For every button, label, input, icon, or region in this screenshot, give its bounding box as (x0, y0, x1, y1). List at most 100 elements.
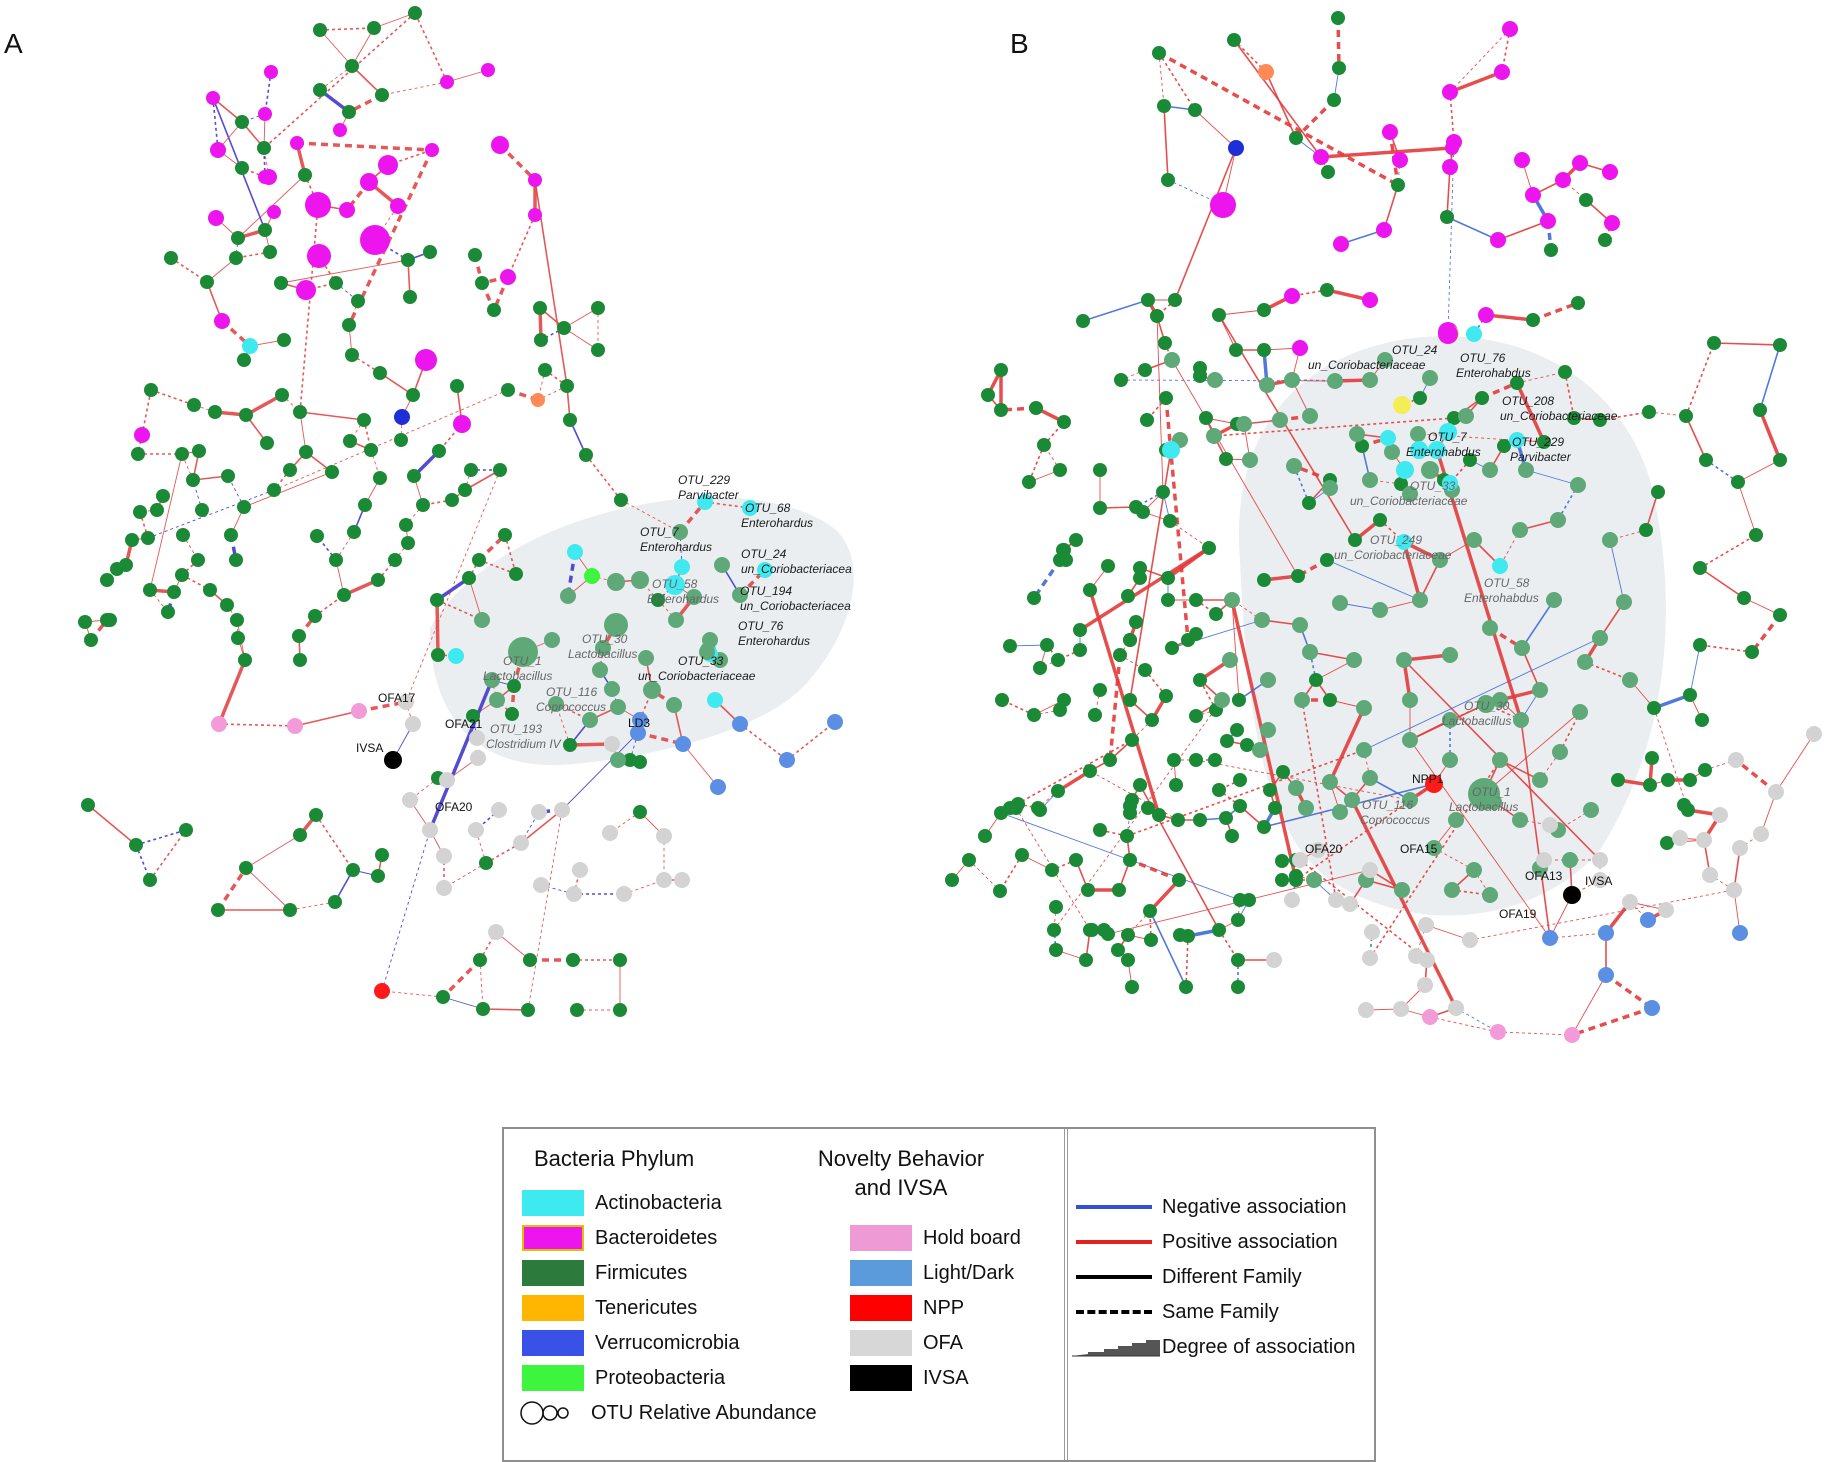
network-node[interactable] (375, 848, 389, 862)
network-node[interactable] (1156, 485, 1170, 499)
network-node[interactable] (416, 498, 430, 512)
network-node[interactable] (436, 990, 450, 1004)
network-node[interactable] (1753, 403, 1767, 417)
network-node[interactable] (1111, 943, 1125, 957)
network-node[interactable] (1702, 867, 1718, 883)
network-node[interactable] (1123, 633, 1137, 647)
network-node[interactable] (1150, 309, 1164, 323)
network-node[interactable] (1294, 692, 1310, 708)
network-node[interactable] (1313, 149, 1329, 165)
network-node[interactable] (1232, 693, 1246, 707)
network-node[interactable] (1492, 692, 1508, 708)
network-node[interactable] (345, 348, 359, 362)
network-node[interactable] (298, 168, 312, 182)
network-node[interactable] (1647, 701, 1661, 715)
network-node[interactable] (1412, 592, 1428, 608)
network-node[interactable] (1143, 904, 1157, 918)
network-node[interactable] (1526, 313, 1540, 327)
network-node[interactable] (566, 953, 580, 967)
network-node[interactable] (371, 573, 385, 587)
network-node[interactable] (1144, 933, 1158, 947)
network-node[interactable] (1284, 288, 1300, 304)
network-node[interactable] (1138, 363, 1152, 377)
network-node[interactable] (1640, 912, 1656, 928)
network-node[interactable] (1088, 708, 1102, 722)
network-node[interactable] (1497, 439, 1511, 453)
network-node[interactable] (1394, 882, 1410, 898)
network-node[interactable] (544, 632, 560, 648)
network-node[interactable] (1162, 441, 1180, 459)
network-node[interactable] (229, 553, 243, 567)
network-node[interactable] (231, 231, 245, 245)
network-node[interactable] (235, 161, 249, 175)
network-node[interactable] (1327, 373, 1343, 389)
network-node[interactable] (1564, 1027, 1580, 1043)
network-node[interactable] (195, 503, 209, 517)
network-node[interactable] (208, 210, 224, 226)
network-node[interactable] (1152, 46, 1166, 60)
network-node[interactable] (296, 280, 316, 300)
network-node[interactable] (1333, 236, 1349, 252)
network-node[interactable] (179, 823, 193, 837)
network-node[interactable] (732, 716, 748, 732)
network-node[interactable] (258, 107, 272, 121)
network-node[interactable] (1033, 803, 1047, 817)
network-node[interactable] (398, 694, 414, 710)
network-node[interactable] (1444, 882, 1460, 898)
network-node[interactable] (1358, 1002, 1374, 1018)
network-node[interactable] (1165, 641, 1179, 655)
network-node[interactable] (453, 415, 471, 433)
network-node[interactable] (1114, 373, 1128, 387)
network-node[interactable] (1645, 751, 1659, 765)
network-node[interactable] (610, 699, 626, 715)
network-node[interactable] (1532, 772, 1548, 788)
network-node[interactable] (1073, 623, 1087, 637)
network-node[interactable] (328, 895, 342, 909)
network-node[interactable] (533, 877, 549, 893)
network-node[interactable] (1408, 948, 1424, 964)
network-node[interactable] (1219, 811, 1233, 825)
network-node[interactable] (175, 568, 189, 582)
network-node[interactable] (405, 716, 421, 732)
network-node[interactable] (1466, 532, 1482, 548)
network-node[interactable] (274, 276, 288, 290)
network-node[interactable] (521, 1003, 535, 1017)
network-node[interactable] (1257, 303, 1271, 317)
network-node[interactable] (534, 333, 548, 347)
network-node[interactable] (1051, 653, 1065, 667)
network-node[interactable] (1321, 165, 1335, 179)
network-node[interactable] (1598, 233, 1612, 247)
network-node[interactable] (1081, 883, 1095, 897)
network-node[interactable] (487, 303, 501, 317)
network-node[interactable] (1268, 801, 1282, 815)
network-node[interactable] (484, 672, 500, 688)
network-node[interactable] (1242, 452, 1258, 468)
network-node[interactable] (1260, 672, 1276, 688)
network-node[interactable] (1356, 742, 1372, 758)
network-node[interactable] (448, 648, 464, 664)
network-node[interactable] (143, 873, 157, 887)
network-node[interactable] (1439, 423, 1457, 441)
network-node[interactable] (1199, 411, 1213, 425)
network-node[interactable] (1164, 352, 1180, 368)
network-node[interactable] (1053, 463, 1067, 477)
network-node[interactable] (531, 393, 545, 407)
network-node[interactable] (1672, 830, 1688, 846)
network-node[interactable] (1157, 99, 1171, 113)
network-node[interactable] (1040, 638, 1054, 652)
network-node[interactable] (1732, 925, 1748, 941)
network-node[interactable] (591, 301, 605, 315)
network-node[interactable] (560, 588, 576, 604)
network-node[interactable] (1027, 708, 1041, 722)
network-node[interactable] (466, 709, 480, 723)
network-node[interactable] (133, 505, 147, 519)
network-node[interactable] (237, 500, 251, 514)
network-node[interactable] (1544, 243, 1558, 257)
network-node[interactable] (161, 605, 175, 619)
network-node[interactable] (432, 444, 446, 458)
network-node[interactable] (1514, 640, 1530, 656)
network-node[interactable] (1163, 514, 1177, 528)
network-node[interactable] (582, 712, 598, 728)
network-node[interactable] (1458, 408, 1474, 424)
network-node[interactable] (1193, 369, 1207, 383)
